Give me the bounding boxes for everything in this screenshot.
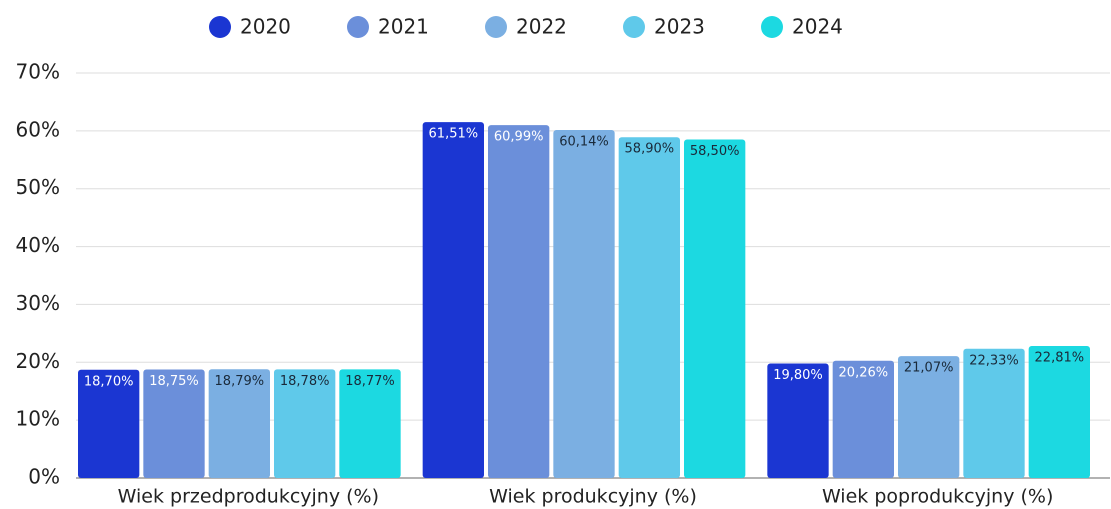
value-label: 18,75% — [149, 374, 199, 389]
legend-swatch — [623, 16, 645, 38]
bar — [78, 369, 140, 478]
value-label: 18,78% — [280, 374, 330, 389]
y-tick-label: 60% — [16, 117, 60, 141]
value-label: 22,33% — [969, 353, 1019, 368]
value-label: 18,70% — [84, 374, 134, 389]
legend-swatch — [761, 16, 783, 38]
bar — [618, 137, 680, 478]
legend-swatch — [485, 16, 507, 38]
bar — [898, 356, 960, 478]
x-tick-label: Wiek poprodukcyjny (%) — [822, 486, 1053, 508]
y-tick-label: 40% — [16, 233, 60, 257]
legend-label: 2023 — [654, 15, 705, 39]
legend-label: 2020 — [240, 15, 291, 39]
x-tick-label: Wiek przedprodukcyjny (%) — [118, 486, 379, 508]
bar — [963, 348, 1025, 478]
x-tick-label: Wiek produkcyjny (%) — [489, 486, 697, 508]
y-tick-label: 10% — [16, 407, 60, 431]
legend-swatch — [209, 16, 231, 38]
value-label: 20,26% — [839, 365, 889, 380]
bar — [1028, 346, 1090, 478]
value-label: 58,50% — [690, 144, 740, 159]
bar — [488, 125, 550, 479]
y-tick-label: 70% — [16, 60, 60, 84]
value-label: 18,79% — [215, 374, 265, 389]
legend-label: 2022 — [516, 15, 567, 39]
bar — [208, 369, 270, 478]
bar — [553, 130, 615, 478]
bar — [832, 360, 894, 478]
value-label: 60,14% — [559, 135, 609, 150]
legend-label: 2024 — [792, 15, 843, 39]
value-label: 22,81% — [1035, 351, 1085, 366]
value-label: 61,51% — [429, 127, 479, 142]
y-tick-label: 0% — [28, 465, 60, 489]
bar — [339, 369, 401, 478]
value-label: 18,77% — [345, 374, 395, 389]
value-label: 60,99% — [494, 130, 544, 145]
value-label: 58,90% — [625, 142, 675, 157]
bar — [422, 122, 484, 478]
y-tick-label: 20% — [16, 349, 60, 373]
legend-label: 2021 — [378, 15, 429, 39]
bar — [143, 369, 205, 478]
legend-swatch — [347, 16, 369, 38]
bar — [767, 363, 829, 478]
value-label: 19,80% — [773, 368, 823, 383]
value-label: 21,07% — [904, 361, 954, 376]
y-tick-label: 30% — [16, 291, 60, 315]
bar — [684, 139, 746, 479]
bar — [274, 369, 336, 478]
y-tick-label: 50% — [16, 175, 60, 199]
